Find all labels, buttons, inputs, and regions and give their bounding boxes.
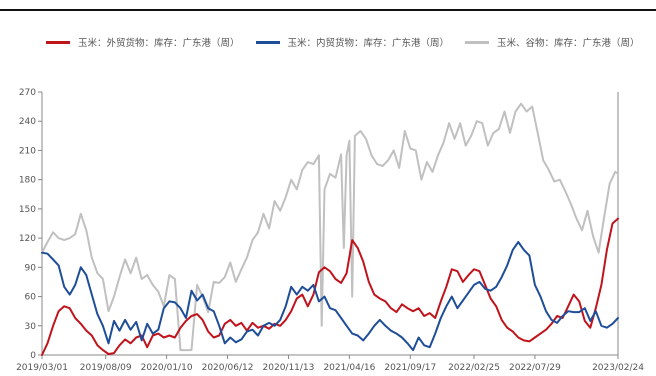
legend-label-0: 玉米：外贸货物：库存：广东港（周） <box>78 38 240 49</box>
y-tick-label: 60 <box>25 293 37 303</box>
y-tick-label: 240 <box>19 117 36 127</box>
y-tick-label: 120 <box>19 234 36 244</box>
x-tick-label: 2023/02/24 <box>592 363 644 373</box>
series-line-0 <box>41 217 619 356</box>
x-tick-label: 2021/09/17 <box>384 363 436 373</box>
x-tick-label: 2020/06/12 <box>202 363 254 373</box>
x-tick-label: 2020/01/10 <box>141 363 193 373</box>
legend-label-2: 玉米、谷物：库存：广东港（周） <box>497 38 640 49</box>
legend-swatch-1 <box>255 40 280 44</box>
x-tick-label: 2022/07/29 <box>509 363 561 373</box>
legend-item-0: 玉米：外贸货物：库存：广东港（周） <box>46 35 240 49</box>
y-tick-label: 270 <box>19 88 36 98</box>
x-tick-label: 2020/11/13 <box>263 363 315 373</box>
header-rule <box>0 9 656 11</box>
top-header-strip <box>0 0 656 11</box>
y-tick-label: 180 <box>19 176 36 186</box>
legend-swatch-0 <box>46 40 70 44</box>
y-tick-label: 90 <box>25 263 37 273</box>
legend-swatch-2 <box>465 40 490 44</box>
series-line-2 <box>41 102 619 352</box>
legend-item-1: 玉米：内贸货物：库存：广东港（周） <box>255 35 450 49</box>
x-tick-label: 2019/03/01 <box>16 363 68 373</box>
y-tick-label: 30 <box>25 322 37 332</box>
chart-legend: 玉米：外贸货物：库存：广东港（周） 玉米：内贸货物：库存：广东港（周） 玉米、谷物：… <box>46 34 640 50</box>
y-tick-label: 150 <box>19 205 36 215</box>
y-tick-label: 0 <box>30 351 36 361</box>
legend-label-1: 玉米：内贸货物：库存：广东港（周） <box>287 38 450 49</box>
legend-item-2: 玉米、谷物：库存：广东港（周） <box>465 35 640 49</box>
x-tick-label: 2022/02/25 <box>448 363 500 373</box>
x-tick-label: 2019/08/09 <box>80 363 132 373</box>
x-tick-label: 2021/04/16 <box>323 363 375 373</box>
y-tick-label: 210 <box>19 146 36 156</box>
series-line-1 <box>41 241 619 352</box>
